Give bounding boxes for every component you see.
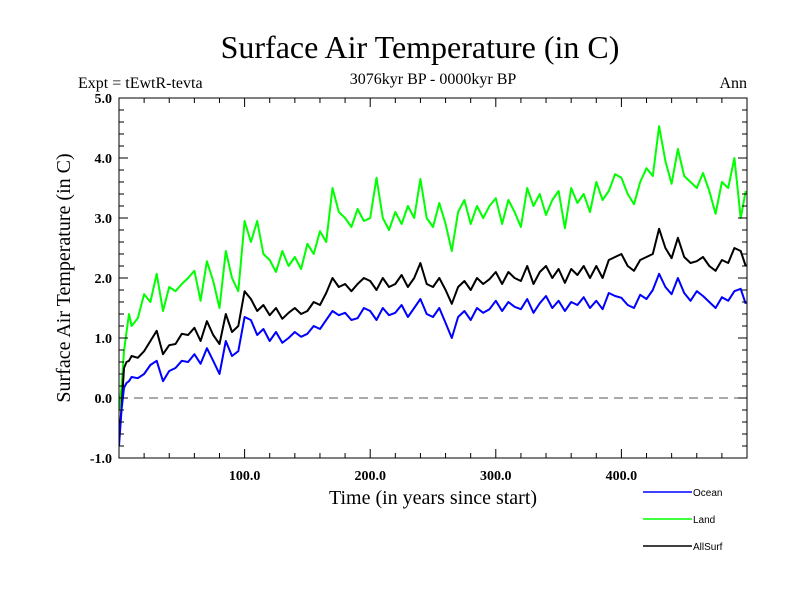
y-tick-label: 3.0 xyxy=(95,212,113,227)
season-label: Ann xyxy=(719,75,747,92)
legend: Ocean Land AllSurf xyxy=(643,488,723,553)
legend-item-land: Land xyxy=(643,515,715,526)
series-line-ocean xyxy=(119,272,747,447)
legend-label: Ocean xyxy=(693,488,722,499)
y-tick-label: 2.0 xyxy=(95,272,113,287)
chart-subtitle: 3076kyr BP - 0000kyr BP xyxy=(350,71,517,88)
x-tick-label: 400.0 xyxy=(606,469,638,484)
x-tick-label: 300.0 xyxy=(480,469,512,484)
series-group xyxy=(119,125,747,447)
series-line-land xyxy=(119,125,747,411)
legend-label: AllSurf xyxy=(693,542,723,553)
y-tick-label: 4.0 xyxy=(95,152,113,167)
axis-ticks xyxy=(119,97,747,459)
y-tick-label: 5.0 xyxy=(95,92,113,107)
legend-label: Land xyxy=(693,515,715,526)
y-tick-label: 0.0 xyxy=(95,392,113,407)
series-line-allsurf xyxy=(119,227,747,441)
x-axis-label: Time (in years since start) xyxy=(329,487,537,509)
chart-title: Surface Air Temperature (in C) xyxy=(221,29,620,65)
y-tick-label: 1.0 xyxy=(95,332,113,347)
y-axis-label: Surface Air Temperature (in C) xyxy=(53,153,75,402)
x-tick-label: 200.0 xyxy=(354,469,386,484)
y-tick-labels: -1.0 0.0 1.0 2.0 3.0 4.0 5.0 xyxy=(90,92,112,467)
legend-item-allsurf: AllSurf xyxy=(643,542,723,553)
x-tick-labels: 100.0 200.0 300.0 400.0 xyxy=(229,469,637,484)
legend-item-ocean: Ocean xyxy=(643,488,722,499)
x-tick-label: 100.0 xyxy=(229,469,261,484)
experiment-label: Expt = tEwtR-tevta xyxy=(78,75,203,92)
y-tick-label: -1.0 xyxy=(90,452,112,467)
